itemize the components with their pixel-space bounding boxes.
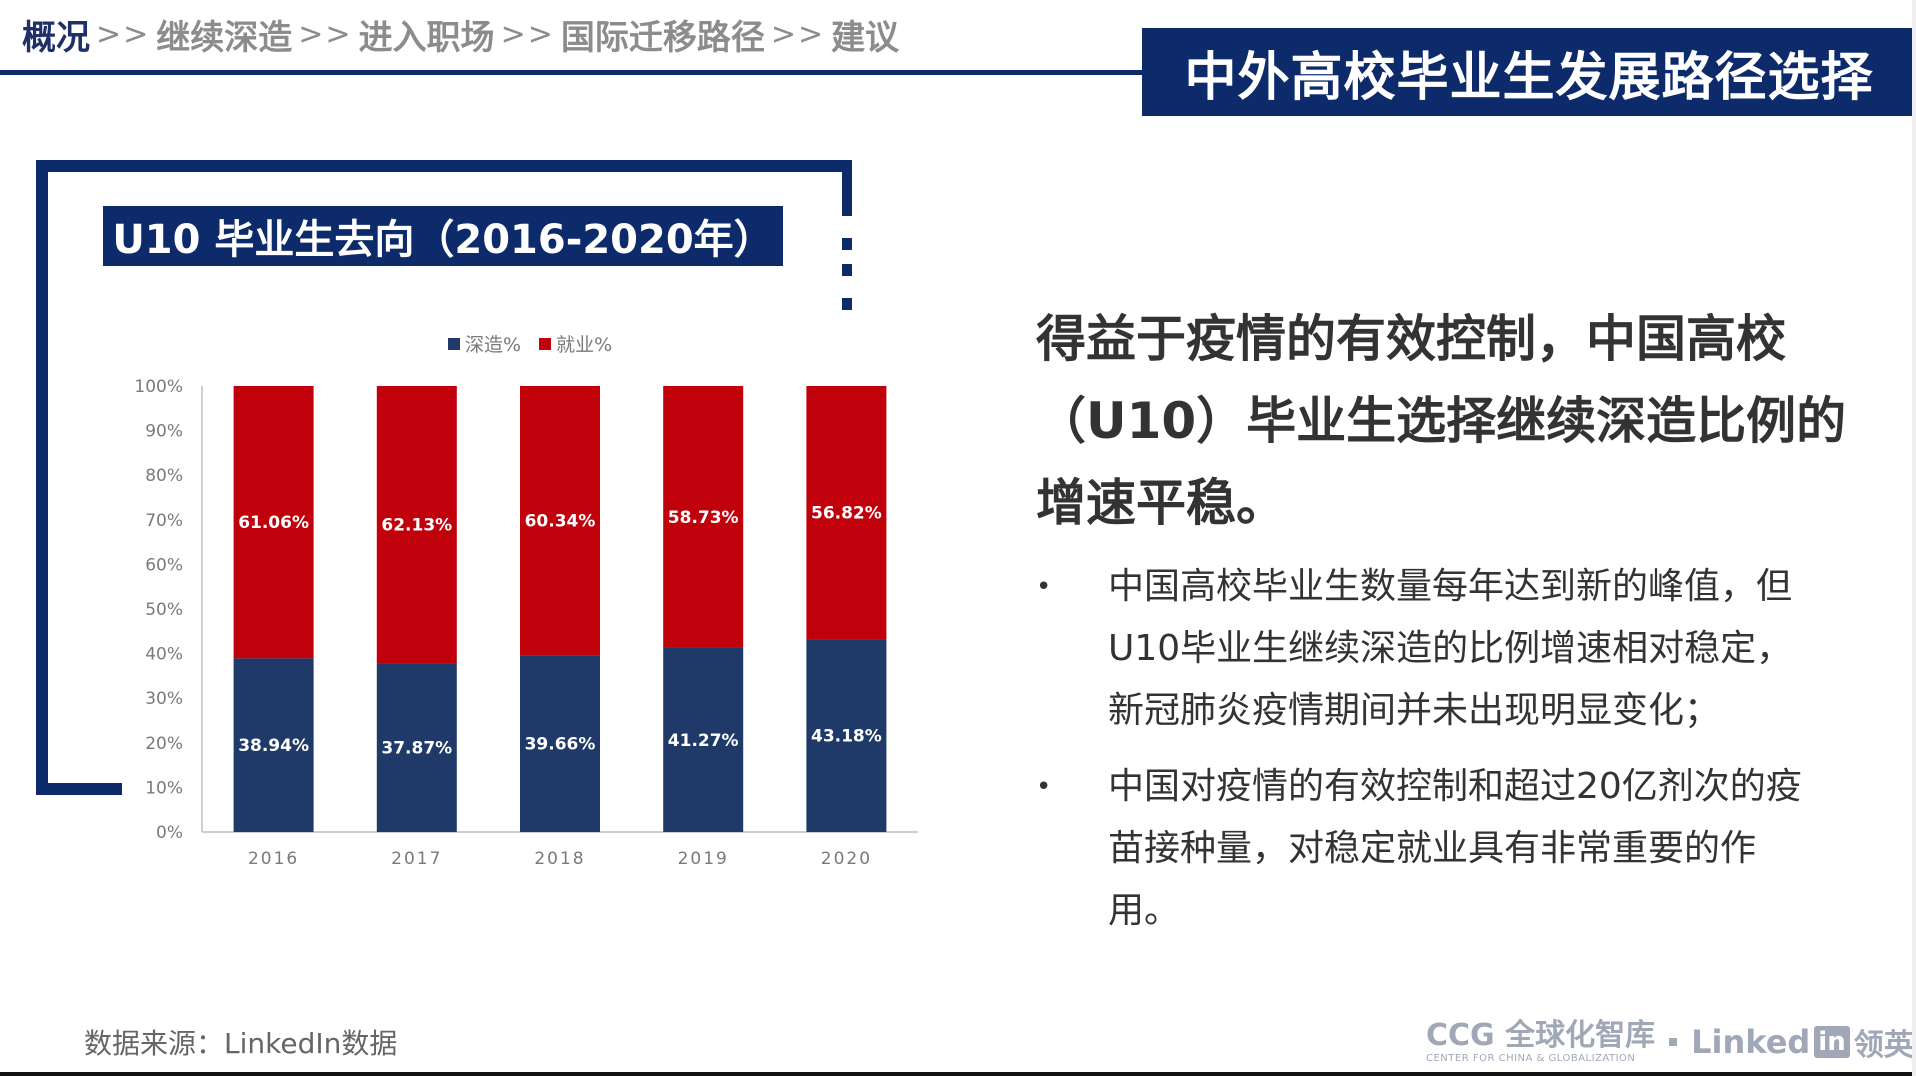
linkedin-logo-text: Linked (1691, 1023, 1811, 1061)
breadcrumb: 概况 >> 继续深造 >> 进入职场 >> 国际迁移路径 >> 建议 (22, 8, 899, 60)
bar-employment (806, 386, 887, 640)
linkedin-logo: Linked in 领英 (1691, 1020, 1914, 1064)
data-label: 56.82% (811, 504, 882, 524)
breadcrumb-item-migration[interactable]: 国际迁移路径 (560, 17, 765, 58)
frame-border-right (842, 160, 852, 216)
y-tick-label: 80% (145, 466, 183, 486)
linkedin-logo-cn: 领英 (1853, 1028, 1914, 1063)
legend-item-study: 深造% (448, 330, 521, 357)
y-tick-label: 60% (145, 555, 183, 575)
y-tick-label: 50% (145, 600, 183, 620)
bar-study (520, 655, 600, 832)
bar-study (806, 639, 887, 832)
data-label: 37.87% (381, 739, 452, 759)
ccg-logo: CCG 全球化智库 CENTER FOR CHINA & GLOBALIZATI… (1426, 1017, 1656, 1064)
breadcrumb-separator: >> (96, 16, 151, 52)
breadcrumb-item-workplace[interactable]: 进入职场 (358, 17, 495, 58)
frame-dot (842, 298, 852, 310)
bar-employment (520, 386, 600, 656)
bullet-item: • 中国对疫情的有效控制和超过20亿剂次的疫苗接种量，对稳定就业具有非常重要的作… (1036, 756, 1826, 942)
legend-label-study: 深造% (465, 334, 522, 356)
data-label: 38.94% (238, 736, 309, 756)
headline: 得益于疫情的有效控制，中国高校（U10）毕业生选择继续深造比例的增速平稳。 (1036, 310, 1847, 532)
data-label: 61.06% (238, 513, 309, 533)
bar-study (233, 658, 314, 832)
y-tick-label: 20% (145, 734, 183, 754)
breadcrumb-item-further-study[interactable]: 继续深造 (156, 17, 293, 58)
data-label: 43.18% (811, 727, 882, 747)
frame-dot (842, 264, 852, 276)
frame-dot (842, 238, 852, 250)
legend-swatch-study (448, 337, 460, 350)
frame-border-top (36, 160, 852, 172)
bar-study (663, 647, 744, 832)
header-divider (0, 70, 1150, 75)
y-tick-label: 30% (145, 689, 183, 709)
legend-label-employment: 就业% (556, 334, 613, 356)
x-tick-label: 2016 (248, 849, 299, 869)
bar-study (376, 663, 457, 832)
stacked-bar-chart: 0% 10% 20% 30% 40% 50% 60% 70% 80% 90% 100% 38.94% 6… (134, 377, 918, 869)
y-tick-label: 100% (134, 377, 183, 397)
bullet-text: 中国对疫情的有效控制和超过20亿剂次的疫苗接种量，对稳定就业具有非常重要的作用。 (1108, 766, 1802, 931)
ccg-logo-subtitle: CENTER FOR CHINA & GLOBALIZATION (1426, 1052, 1636, 1064)
data-label: 39.66% (525, 735, 596, 755)
legend-item-employment: 就业% (539, 330, 612, 357)
bar-employment (233, 386, 314, 659)
breadcrumb-separator: >> (500, 16, 555, 52)
ccg-logo-text: CCG (1426, 1017, 1495, 1053)
logo-separator (1669, 1038, 1678, 1046)
breadcrumb-separator: >> (770, 16, 826, 52)
x-tick-label: 2017 (391, 849, 442, 869)
breadcrumb-item-suggestions[interactable]: 建议 (831, 17, 900, 58)
bullet-list: • 中国高校毕业生数量每年达到新的峰值，但U10毕业生继续深造的比例增速相对稳定… (1036, 556, 1826, 956)
chart-title: U10 毕业生去向（2016-2020年） (103, 206, 783, 266)
ccg-logo-cn: 全球化智库 (1505, 1017, 1656, 1053)
breadcrumb-separator: >> (298, 16, 353, 52)
frame-border-bottom (36, 783, 122, 795)
bullet-marker: • (1036, 572, 1052, 602)
data-label: 60.34% (525, 512, 596, 532)
bar-employment (376, 386, 457, 664)
data-label: 41.27% (668, 731, 739, 751)
chart-legend: 深造% 就业% (448, 330, 612, 357)
x-tick-label: 2019 (678, 849, 729, 869)
data-label: 58.73% (668, 508, 739, 528)
y-tick-label: 10% (145, 778, 183, 798)
bullet-text: 中国高校毕业生数量每年达到新的峰值，但U10毕业生继续深造的比例增速相对稳定，新… (1108, 566, 1793, 731)
legend-swatch-employment (539, 337, 552, 350)
y-tick-label: 90% (145, 422, 183, 442)
bottom-edge (0, 1072, 1916, 1076)
right-edge (1912, 0, 1916, 1076)
page-title: 中外高校毕业生发展路径选择 (1142, 28, 1916, 116)
x-tick-label: 2020 (821, 849, 872, 869)
bullet-item: • 中国高校毕业生数量每年达到新的峰值，但U10毕业生继续深造的比例增速相对稳定… (1036, 556, 1826, 742)
frame-border-left (36, 160, 48, 795)
linkedin-in-icon: in (1814, 1026, 1850, 1058)
y-tick-label: 70% (145, 511, 183, 531)
bar-employment (663, 386, 744, 648)
footer-logos: CCG 全球化智库 CENTER FOR CHINA & GLOBALIZATI… (1426, 1020, 1914, 1064)
bullet-marker: • (1036, 772, 1052, 802)
y-tick-label: 0% (156, 823, 183, 843)
x-tick-label: 2018 (534, 849, 585, 869)
y-tick-label: 40% (145, 645, 183, 665)
breadcrumb-item-overview[interactable]: 概况 (22, 17, 90, 58)
data-label: 62.13% (381, 516, 452, 536)
data-source-note: 数据来源：LinkedIn数据 (84, 1027, 398, 1060)
